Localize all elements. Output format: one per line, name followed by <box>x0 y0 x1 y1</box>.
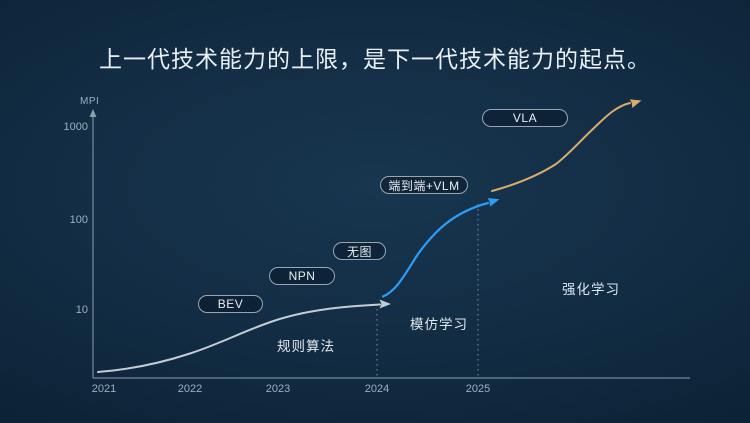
imitation-curve-arrowhead <box>487 198 500 207</box>
rule-curve <box>97 303 381 373</box>
y-tick-100: 100 <box>69 214 88 226</box>
milestone-pill-npn: NPN <box>269 267 335 285</box>
x-tick-2023: 2023 <box>265 383 291 395</box>
x-tick-2024: 2024 <box>364 383 390 395</box>
reinforcement-curve <box>491 102 631 192</box>
x-tick-2022: 2022 <box>177 383 203 395</box>
y-axis-label: MPI <box>80 96 100 107</box>
x-tick-2025: 2025 <box>465 383 491 395</box>
rule-curve-arrowhead <box>379 299 391 309</box>
phase-label-rule-algorithm: 规则算法 <box>277 339 335 354</box>
phase-label-reinforcement-learning: 强化学习 <box>562 282 620 297</box>
y-tick-1000: 1000 <box>63 121 88 133</box>
milestone-pill-mapless: 无图 <box>333 242 386 260</box>
y-axis-arrowhead <box>89 109 97 117</box>
reinforcement-curve-arrowhead <box>629 99 642 108</box>
imitation-curve <box>381 201 490 298</box>
x-tick-2021: 2021 <box>91 383 117 395</box>
milestone-pill-bev: BEV <box>198 295 263 313</box>
phase-label-imitation-learning: 模仿学习 <box>410 317 468 332</box>
y-tick-10: 10 <box>75 304 88 316</box>
milestone-pill-vla: VLA <box>482 109 568 127</box>
milestone-pill-e2e-vlm: 端到端+VLM <box>380 176 468 194</box>
slide-title: 上一代技术能力的上限，是下一代技术能力的起点。 <box>99 46 651 72</box>
